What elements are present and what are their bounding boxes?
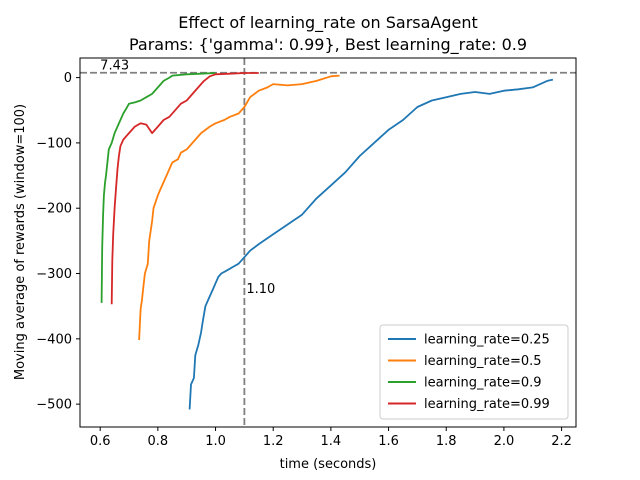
x-tick-label: 0.8 [148,434,169,449]
y-tick-label: −100 [36,136,72,151]
x-tick-label: 2.0 [494,434,515,449]
x-axis-label: time (seconds) [280,457,377,472]
chart-title: Effect of learning_rate on SarsaAgent [178,13,478,33]
y-tick-label: 0 [64,71,72,86]
y-tick-label: −300 [36,267,72,282]
legend-label: learning_rate=0.5 [424,354,542,369]
chart-subtitle: Params: {'gamma': 0.99}, Best learning_r… [129,35,527,55]
y-axis: 0 −100 −200 −300 −400 −500 [36,71,80,413]
plot-frame [79,57,577,428]
legend-box [379,324,569,420]
y-tick-label: −200 [36,202,72,217]
x-tick-label: 1.6 [378,434,399,449]
x-tick-label: 1.8 [436,434,457,449]
x-tick-label: 1.4 [321,434,342,449]
series-line [110,72,259,305]
series-line [188,78,554,410]
x-tick-label: 2.2 [551,434,572,449]
legend-label: learning_rate=0.99 [424,397,550,412]
x-tick-label: 1.2 [263,434,284,449]
y-axis-label: Moving average of rewards (window=100) [13,104,28,380]
x-tick-label: 0.6 [90,434,111,449]
legend-label: learning_rate=0.9 [424,376,542,391]
series-line [100,72,216,303]
legend: learning_rate=0.25 learning_rate=0.5learn… [379,324,569,420]
best-time-annotation: 1.10 [246,282,275,297]
y-tick-label: −400 [36,332,72,347]
x-tick-label: 1.0 [205,434,226,449]
reference-lines: 7.43 1.10 [80,58,576,427]
best-reward-annotation: 7.43 [100,59,129,74]
series-line [138,74,340,341]
legend-label: learning_rate=0.25 [424,333,550,348]
series-group [100,72,554,410]
x-axis: 0.6 0.8 1.0 1.2 1.4 1.6 1.8 2.0 2.2 [90,427,572,449]
plot-area: 7.43 1.10 [79,57,577,428]
y-tick-label: −500 [36,398,72,413]
